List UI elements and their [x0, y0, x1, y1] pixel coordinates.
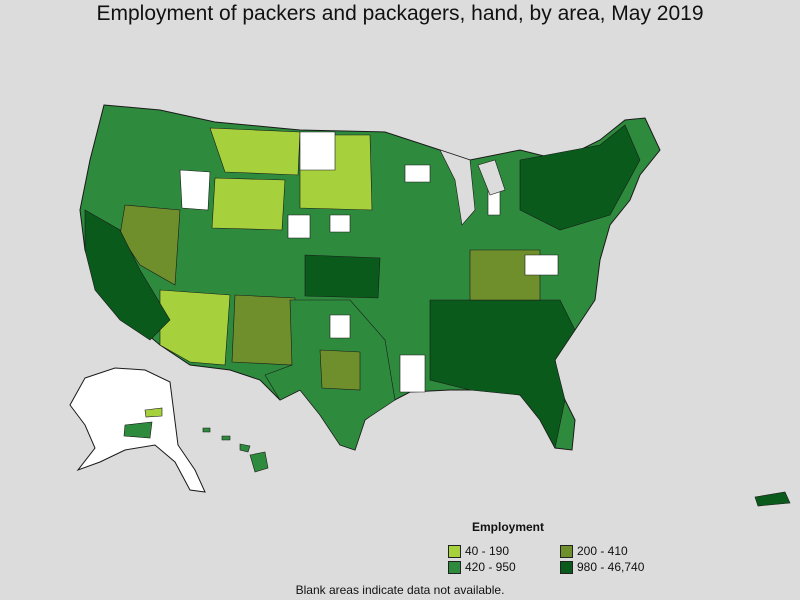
legend-swatch — [560, 560, 573, 574]
alaska-subregion — [144, 407, 163, 418]
no-data-area — [329, 314, 351, 339]
legend-item: 420 - 950 — [448, 560, 560, 574]
texas-east-region — [319, 349, 361, 391]
footnote: Blank areas indicate data not available. — [295, 583, 505, 597]
nevada-region — [119, 204, 181, 286]
southeast-region — [429, 299, 576, 449]
no-data-area — [179, 169, 211, 211]
montana-region — [209, 127, 301, 176]
hawaii-island — [202, 427, 211, 433]
no-data-area — [404, 164, 431, 183]
legend-label: 980 - 46,740 — [577, 560, 645, 574]
great-lakes — [477, 159, 506, 196]
kansas-region — [304, 254, 381, 299]
puerto-rico-region — [754, 491, 791, 507]
legend-swatch — [448, 560, 461, 574]
legend-item: 200 - 410 — [560, 544, 678, 558]
no-data-area — [287, 214, 311, 239]
legend-swatch — [560, 544, 573, 558]
no-data-area — [299, 131, 336, 171]
northeast-region — [519, 124, 641, 231]
legend-item: 980 - 46,740 — [560, 560, 678, 574]
no-data-area — [524, 254, 559, 276]
legend-label: 40 - 190 — [465, 544, 510, 558]
great-lakes — [439, 149, 476, 226]
appalachia-region — [469, 249, 541, 301]
wyoming-region — [211, 177, 286, 231]
alaska-subregion — [123, 421, 153, 439]
legend-swatch — [448, 544, 461, 558]
legend-label: 420 - 950 — [465, 560, 516, 574]
arizona-region — [159, 289, 231, 366]
legend: Employment 40 - 190 200 - 410 420 - 950 … — [448, 520, 678, 574]
no-data-area — [399, 354, 426, 393]
california-region — [84, 209, 171, 341]
hawaii-island — [221, 435, 231, 441]
hawaii-island — [249, 451, 269, 473]
hawaii-island — [239, 443, 251, 453]
new-mexico-region — [231, 294, 296, 366]
legend-label: 200 - 410 — [577, 544, 628, 558]
legend-item: 40 - 190 — [448, 544, 560, 558]
no-data-area — [329, 214, 351, 233]
legend-title: Employment — [471, 520, 544, 534]
map-title: Employment of packers and packagers, han… — [96, 2, 704, 25]
